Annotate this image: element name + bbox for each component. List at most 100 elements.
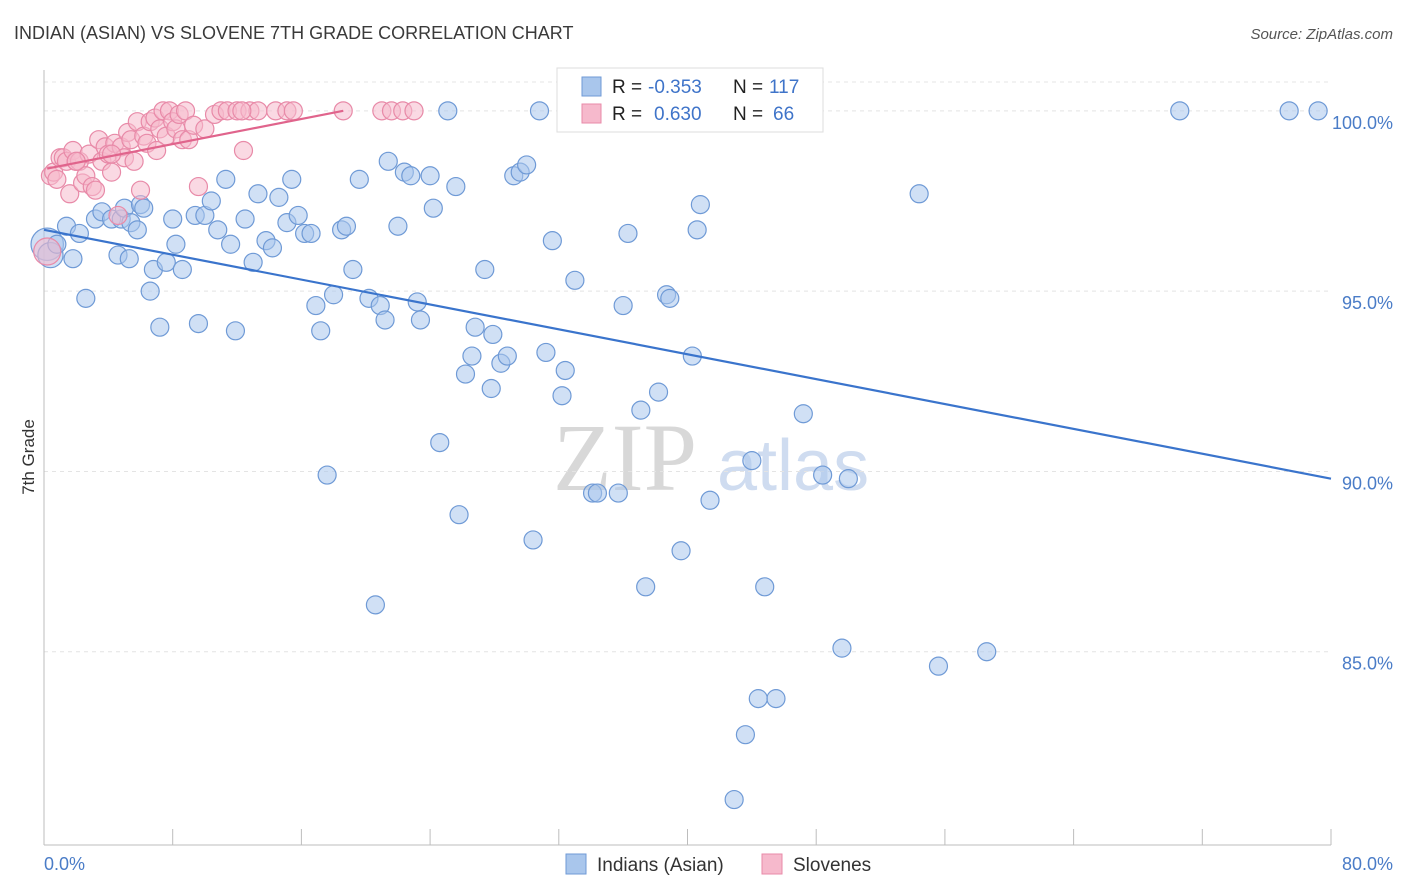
y-axis-label: 7th Grade (19, 419, 38, 495)
point-indians-asian-43 (301, 223, 321, 244)
point-indians-asian-18 (140, 281, 160, 301)
stats-box: R = -0.353 N = 117 R = 0.630 N = 66 (556, 67, 824, 133)
point-indians-asian-45 (311, 321, 331, 341)
stats-pink-r-label: R = (612, 104, 642, 125)
point-indians-asian-62 (420, 166, 440, 186)
legend-swatch-indians-asian (565, 853, 587, 875)
trend-line-slovenes (47, 109, 344, 170)
point-indians-asian-115 (977, 642, 997, 662)
point-slovenes-22 (108, 205, 128, 226)
point-indians-asian-6 (76, 288, 96, 308)
legend-label-slovenes: Slovenes (793, 855, 871, 876)
stats-swatch-blue (581, 76, 602, 97)
point-indians-asian-46 (317, 465, 337, 485)
point-slovenes-15 (85, 180, 106, 200)
point-indians-asian-80 (529, 101, 550, 121)
point-slovenes-7 (60, 184, 80, 204)
y-tick-label-0: 85.0% (1342, 654, 1393, 674)
point-indians-asian-68 (455, 364, 476, 384)
chart-source: Source: ZipAtlas.com (1250, 26, 1393, 43)
point-indians-asian-89 (613, 295, 633, 316)
point-slovenes-3 (47, 169, 67, 189)
trend-line-indians-asian (43, 228, 1332, 480)
point-indians-asian-92 (636, 577, 656, 597)
point-indians-asian-29 (208, 220, 228, 240)
point-indians-asian-96 (671, 541, 691, 561)
point-indians-asian-47 (323, 285, 344, 305)
point-indians-asian-85 (565, 270, 585, 290)
point-indians-asian-56 (375, 310, 395, 330)
point-indians-asian-100 (700, 490, 720, 510)
y-tick-label-3: 100.0% (1332, 113, 1393, 133)
point-indians-asian-113 (909, 184, 929, 204)
point-indians-asian-49 (336, 216, 357, 236)
point-indians-asian-103 (742, 451, 762, 471)
point-indians-asian-15 (127, 220, 147, 240)
point-indians-asian-90 (618, 223, 638, 244)
point-indians-asian-28 (201, 191, 221, 211)
point-indians-asian-81 (536, 342, 556, 363)
point-indians-asian-23 (166, 234, 186, 254)
point-indians-asian-72 (481, 378, 501, 399)
point-indians-asian-106 (766, 689, 786, 709)
legend: Indians (Asian) Slovenes (565, 853, 871, 876)
stats-pink-n-value: 66 (773, 104, 794, 125)
stats-blue-n-label: N = (733, 77, 763, 98)
legend-label-indians-asian: Indians (Asian) (597, 855, 724, 876)
point-indians-asian-30 (216, 169, 236, 189)
point-indians-asian-50 (343, 259, 363, 280)
point-slovenes-45 (188, 176, 209, 197)
point-indians-asian-91 (631, 400, 651, 420)
point-indians-asian-66 (446, 176, 466, 197)
point-indians-asian-31 (221, 234, 241, 254)
chart-title: INDIAN (ASIAN) VS SLOVENE 7TH GRADE CORR… (14, 23, 573, 43)
point-indians-asian-22 (163, 209, 183, 229)
watermark-atlas: atlas (717, 426, 869, 506)
point-indians-asian-112 (838, 469, 858, 489)
point-indians-asian-98 (690, 195, 710, 215)
point-indians-asian-35 (248, 184, 268, 204)
point-indians-asian-88 (608, 483, 628, 503)
point-indians-asian-69 (462, 346, 482, 366)
point-indians-asian-118 (1308, 101, 1328, 121)
legend-swatch-slovenes (761, 853, 783, 875)
point-indians-asian-82 (542, 231, 562, 251)
point-slovenes-42 (175, 101, 196, 121)
point-indians-asian-32 (225, 321, 246, 341)
stats-blue-r-value: -0.353 (648, 77, 702, 98)
point-slovenes-27 (124, 151, 144, 171)
point-indians-asian-64 (430, 432, 450, 453)
point-indians-asian-57 (388, 216, 408, 236)
point-indians-asian-37 (262, 238, 283, 258)
point-indians-asian-101 (735, 725, 756, 745)
point-indians-asian-26 (188, 313, 209, 334)
point-indians-asian-75 (497, 346, 517, 366)
point-indians-asian-79 (523, 530, 543, 550)
point-indians-asian-99 (687, 220, 707, 240)
point-indians-asian-73 (483, 324, 503, 345)
stats-swatch-pink (581, 103, 602, 124)
y-tick-label-1: 90.0% (1342, 473, 1393, 493)
point-indians-asian-104 (748, 689, 768, 709)
point-indians-asian-105 (755, 577, 775, 597)
point-slovenes-62 (232, 101, 252, 121)
point-slovenes-0 (33, 237, 62, 266)
point-indians-asian-95 (660, 288, 680, 308)
x-tick-label-max: 80.0% (1342, 854, 1393, 874)
point-indians-asian-114 (928, 656, 949, 676)
point-indians-asian-84 (555, 360, 575, 381)
point-indians-asian-67 (449, 505, 469, 525)
point-indians-asian-14 (119, 249, 139, 269)
point-indians-asian-40 (282, 169, 302, 189)
point-indians-asian-71 (475, 259, 495, 280)
stats-pink-r-value: 0.630 (654, 104, 702, 125)
point-indians-asian-51 (349, 169, 369, 189)
point-indians-asian-20 (150, 317, 170, 337)
x-tick-label-min: 0.0% (44, 854, 85, 874)
point-indians-asian-5 (69, 223, 89, 244)
point-indians-asian-93 (648, 382, 669, 402)
point-slovenes-56 (283, 101, 303, 121)
point-indians-asian-33 (235, 209, 255, 229)
point-indians-asian-44 (306, 295, 326, 316)
